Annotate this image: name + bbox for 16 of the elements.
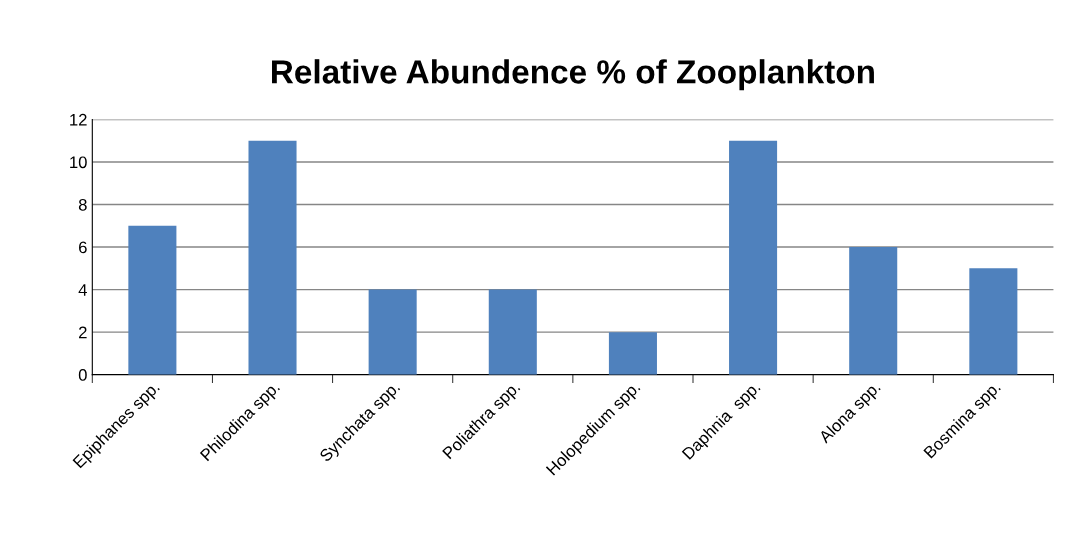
bar xyxy=(128,225,177,375)
y-tick-label: 4 xyxy=(78,284,87,296)
y-tick-label: 2 xyxy=(79,326,87,339)
y-tick-label: 10 xyxy=(70,156,87,169)
bar xyxy=(608,332,657,375)
y-tick-label: 8 xyxy=(78,198,87,211)
bar xyxy=(368,289,417,375)
y-tick-label: 0 xyxy=(78,369,87,381)
bar xyxy=(488,289,537,375)
bar xyxy=(729,140,778,375)
y-tick-label: 6 xyxy=(79,241,87,254)
bar xyxy=(969,268,1018,375)
chart-title: Relative Abundence % of Zooplankton xyxy=(272,59,874,91)
y-tick-label: 12 xyxy=(70,113,87,126)
bar xyxy=(248,140,297,375)
bar xyxy=(849,247,898,375)
